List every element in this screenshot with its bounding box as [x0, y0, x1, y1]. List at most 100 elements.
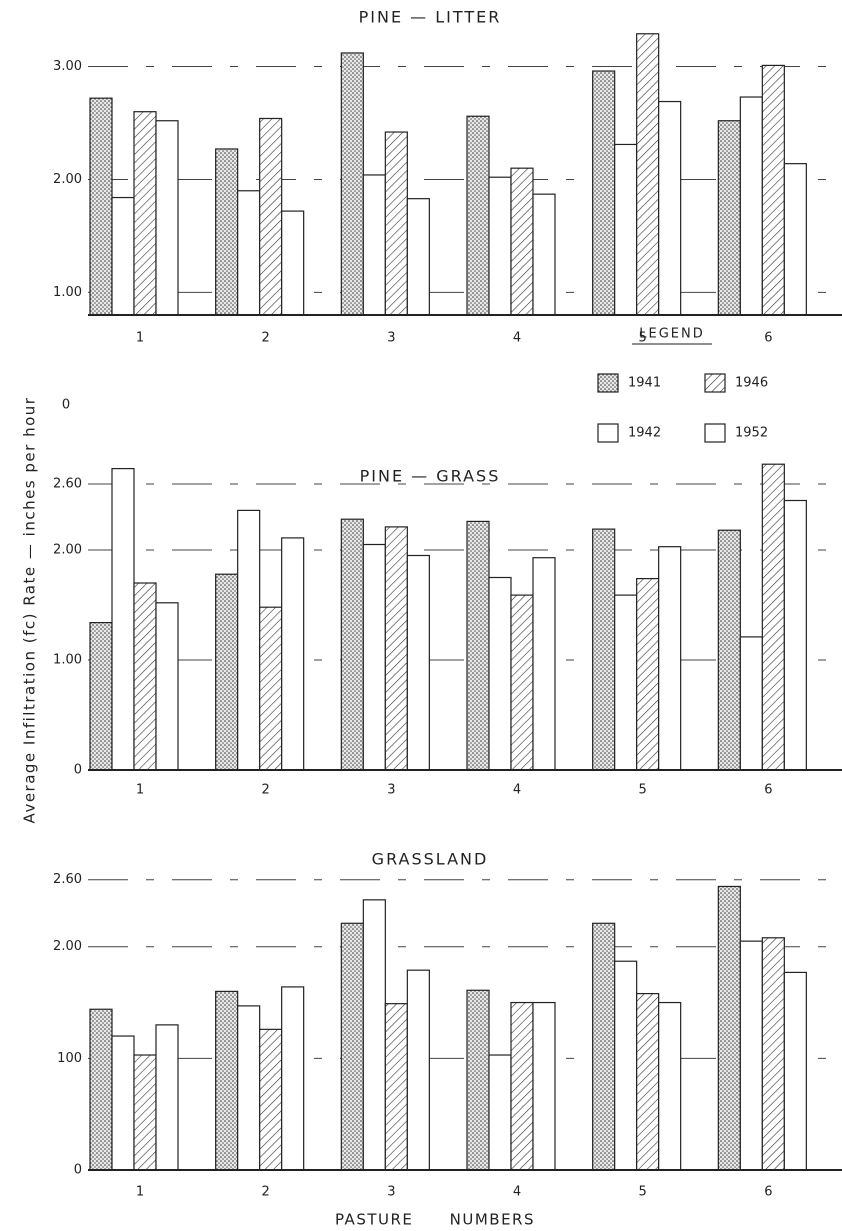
bar — [155, 602, 179, 771]
bar — [133, 111, 157, 316]
bar — [111, 196, 135, 316]
bar — [281, 537, 305, 771]
bar — [89, 1008, 113, 1171]
bar — [384, 131, 408, 316]
bar — [739, 96, 763, 316]
bar — [281, 210, 305, 316]
bar — [384, 1003, 408, 1171]
x-tick-label: 3 — [387, 783, 395, 798]
bar — [133, 1054, 157, 1171]
y-axis-label: Average Infiltration (fc) Rate — inches … — [21, 397, 39, 824]
bar — [761, 937, 785, 1171]
legend-label: 1952 — [735, 426, 768, 441]
bar — [406, 554, 430, 771]
bar — [406, 198, 430, 316]
bar — [259, 117, 283, 316]
bar — [717, 885, 741, 1171]
legend-label: 1942 — [628, 426, 661, 441]
x-tick-label: 5 — [639, 331, 647, 346]
y-tick-label: 2.60 — [53, 872, 82, 887]
x-tick-label: 6 — [764, 1185, 772, 1200]
bar — [362, 543, 386, 771]
y-tick-label: 0 — [74, 763, 82, 778]
bar — [636, 33, 660, 316]
bar — [783, 163, 807, 316]
bar — [614, 143, 638, 316]
bar — [340, 52, 364, 316]
bar — [592, 528, 616, 771]
legend-label: 1946 — [735, 376, 768, 391]
bar — [488, 176, 512, 316]
y-tick-label: 2.00 — [53, 939, 82, 954]
bar — [488, 576, 512, 771]
bar — [658, 1001, 682, 1171]
y-tick-label: 2.60 — [53, 477, 82, 492]
y-tick-label: 3.00 — [53, 59, 82, 74]
bar — [783, 971, 807, 1171]
y-tick-label: 1.00 — [53, 653, 82, 668]
bar — [510, 1001, 534, 1171]
chart-title: GRASSLAND — [372, 850, 489, 869]
legend-swatch — [704, 373, 726, 393]
bar — [111, 468, 135, 771]
x-tick-label: 4 — [513, 1185, 521, 1200]
legend-label: 1941 — [628, 376, 661, 391]
bar — [281, 986, 305, 1171]
chart-title: PINE — GRASS — [360, 467, 501, 486]
x-tick-label: 2 — [262, 783, 270, 798]
x-tick-label: 5 — [639, 1185, 647, 1200]
y-tick-label: 100 — [57, 1051, 82, 1066]
bar — [466, 989, 490, 1171]
x-tick-label: 3 — [387, 331, 395, 346]
y-tick-label: 2.00 — [53, 543, 82, 558]
bar — [89, 621, 113, 771]
bar — [215, 990, 239, 1171]
x-axis-label: PASTURE NUMBERS — [335, 1211, 535, 1229]
bar — [340, 518, 364, 771]
bar — [761, 64, 785, 316]
x-tick-label: 1 — [136, 783, 144, 798]
bar — [237, 190, 261, 316]
bar — [658, 546, 682, 771]
bar — [340, 922, 364, 1171]
bar — [761, 463, 785, 771]
legend-title: LEGEND — [639, 327, 704, 342]
x-tick-label: 4 — [513, 783, 521, 798]
bar — [89, 97, 113, 316]
bar — [133, 582, 157, 771]
bar — [237, 509, 261, 771]
bar — [215, 148, 239, 316]
bar — [532, 1001, 556, 1171]
x-tick-label: 6 — [764, 783, 772, 798]
bar — [717, 529, 741, 771]
bar — [592, 922, 616, 1171]
chart-title: PINE — LITTER — [359, 8, 502, 27]
bar — [155, 1024, 179, 1171]
bar — [466, 520, 490, 771]
bar — [592, 70, 616, 316]
x-tick-label: 2 — [262, 331, 270, 346]
bar — [466, 115, 490, 316]
legend-swatch — [597, 423, 619, 443]
legend-swatch — [597, 373, 619, 393]
x-tick-label: 1 — [136, 1185, 144, 1200]
bar — [717, 120, 741, 316]
bar — [783, 499, 807, 771]
bar — [362, 174, 386, 316]
annotation: 0 — [62, 398, 70, 413]
bar — [739, 636, 763, 771]
bar — [614, 960, 638, 1171]
x-tick-label: 2 — [262, 1185, 270, 1200]
y-tick-label: 0 — [74, 1163, 82, 1178]
bar — [614, 594, 638, 771]
bar — [636, 577, 660, 771]
bar — [111, 1035, 135, 1171]
bar — [739, 940, 763, 1171]
bar — [259, 1028, 283, 1171]
legend-swatch — [704, 423, 726, 443]
bar — [532, 193, 556, 316]
x-tick-label: 6 — [764, 331, 772, 346]
x-tick-label: 4 — [513, 331, 521, 346]
bar — [384, 526, 408, 771]
